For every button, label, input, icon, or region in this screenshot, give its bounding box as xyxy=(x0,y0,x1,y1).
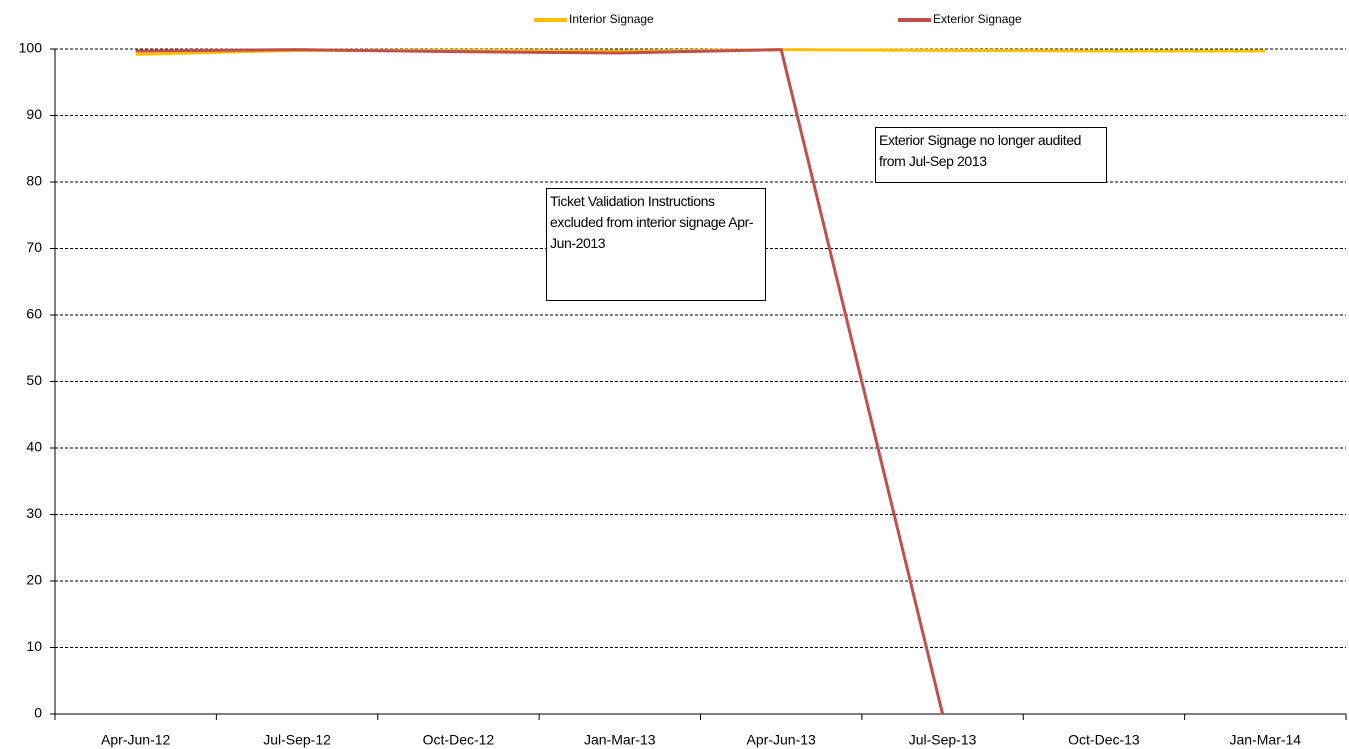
y-tick-label: 90 xyxy=(26,106,42,122)
y-tick-label: 60 xyxy=(26,306,42,322)
y-tick-label: 50 xyxy=(26,372,42,388)
x-tick-label: Jan-Mar-14 xyxy=(1230,732,1302,748)
y-tick-label: 20 xyxy=(26,572,42,588)
x-tick-label: Oct-Dec-12 xyxy=(423,732,495,748)
y-tick-label: 30 xyxy=(26,505,42,521)
x-tick-label: Jan-Mar-13 xyxy=(584,732,656,748)
annotation: Exterior Signage no longer audited from … xyxy=(875,127,1107,183)
y-tick-label: 0 xyxy=(34,705,42,721)
y-tick-label: 100 xyxy=(19,40,43,56)
x-tick-label: Jul-Sep-12 xyxy=(263,732,331,748)
legend-label: Exterior Signage xyxy=(933,12,1022,26)
x-tick-label: Apr-Jun-13 xyxy=(747,732,816,748)
series-line xyxy=(135,48,945,715)
y-tick-label: 10 xyxy=(26,638,42,654)
y-tick-label: 70 xyxy=(26,239,42,255)
x-tick-label: Jul-Sep-13 xyxy=(909,732,977,748)
x-tick-label: Apr-Jun-12 xyxy=(101,732,170,748)
y-tick-label: 80 xyxy=(26,173,42,189)
x-tick-label: Oct-Dec-13 xyxy=(1068,732,1140,748)
annotation: Ticket Validation Instructions excluded … xyxy=(546,188,766,301)
legend-label: Interior Signage xyxy=(569,12,654,26)
y-tick-label: 40 xyxy=(26,439,42,455)
